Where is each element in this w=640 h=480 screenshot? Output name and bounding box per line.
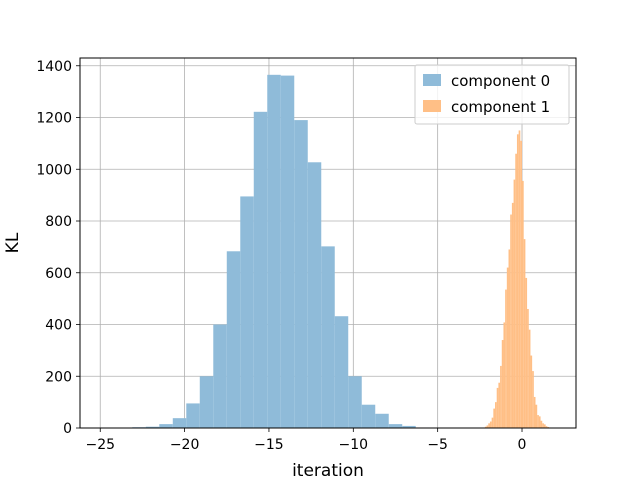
histogram-bar-component-1 (516, 134, 519, 428)
legend-swatch-component-1 (423, 100, 441, 112)
histogram-bar-component-1 (503, 322, 506, 428)
histogram-bar-component-1 (488, 423, 490, 428)
histogram-bars (132, 74, 553, 429)
y-tick-label: 1000 (36, 162, 72, 178)
histogram-bar-component-1 (540, 420, 543, 428)
axis-ticks: −25 −20 −15 −10 −5 0 0 200 400 600 800 1000 1200 1400 (36, 59, 526, 453)
histogram-bar-component-0 (213, 324, 227, 428)
histogram-bar-component-1 (518, 130, 521, 428)
histogram-bar-component-0 (348, 376, 362, 428)
histogram-bar-component-1 (506, 267, 509, 428)
legend-swatch-component-0 (423, 74, 441, 86)
plot-frame (79, 57, 577, 429)
histogram-bar-component-1 (535, 404, 538, 428)
histogram-bar-component-1 (500, 365, 502, 428)
histogram-bar-component-0 (145, 426, 160, 428)
x-tick-label: −20 (170, 437, 200, 453)
histogram-bar-component-1 (508, 249, 511, 428)
y-tick-label: 800 (45, 214, 72, 230)
histogram-bar-component-0 (186, 403, 200, 428)
histogram-bar-component-1 (486, 425, 489, 428)
histogram-bar-component-1 (545, 426, 548, 428)
histogram-bar-component-0 (240, 196, 254, 428)
histogram-bar-component-1 (527, 308, 529, 428)
legend-label-component-0: component 0 (451, 72, 550, 90)
x-tick-label: −5 (427, 437, 448, 453)
x-tick-label: −15 (254, 437, 284, 453)
histogram-bar-component-1 (542, 423, 544, 428)
histogram-bar-component-0 (361, 404, 376, 428)
y-axis-label: KL (3, 232, 23, 253)
histogram-bar-component-1 (528, 329, 531, 428)
histogram-bar-component-0 (307, 162, 322, 429)
histogram-bar-component-1 (525, 277, 528, 428)
histogram-bar-component-0 (294, 120, 308, 428)
histogram-bar-component-1 (533, 396, 536, 428)
x-axis-label: iteration (292, 461, 364, 480)
histogram-bar-component-1 (543, 424, 546, 428)
histogram-bar-component-1 (489, 421, 492, 428)
histogram-bar-component-1 (515, 153, 517, 429)
histogram-bar-component-1 (510, 214, 512, 428)
histogram-bar-component-1 (520, 140, 523, 429)
x-tick-label: −25 (85, 437, 115, 453)
legend-box (414, 64, 570, 125)
histogram-bar-component-0 (199, 376, 214, 428)
histogram-bar-component-1 (505, 289, 507, 428)
histogram-bar-component-0 (375, 413, 389, 428)
histogram-bar-component-1 (498, 382, 501, 428)
histogram-bar-component-1 (538, 416, 541, 428)
histogram-bar-component-1 (496, 387, 499, 428)
histogram-bar-component-1 (532, 371, 534, 428)
y-tick-label: 200 (45, 369, 72, 385)
histogram-bar-component-0 (253, 111, 268, 429)
histogram-bar-component-0 (280, 75, 295, 428)
histogram-bar-component-1 (547, 426, 550, 428)
y-tick-label: 0 (63, 421, 72, 437)
legend: component 0 component 1 (414, 64, 570, 125)
histogram-bar-component-1 (495, 402, 497, 428)
histogram-bar-component-1 (523, 239, 526, 428)
y-tick-label: 1400 (36, 59, 72, 75)
legend-label-component-1: component 1 (451, 98, 550, 116)
histogram-bar-component-0 (321, 246, 335, 428)
histogram-bar-component-0 (402, 425, 416, 428)
histogram-bar-component-1 (484, 426, 487, 428)
histogram-bar-component-1 (537, 415, 539, 428)
histogram-bar-component-0 (159, 424, 173, 428)
histogram-bar-component-0 (172, 418, 187, 428)
histogram-bar-component-1 (513, 179, 516, 428)
y-tick-label: 1200 (36, 111, 72, 127)
x-tick-label: 0 (518, 437, 527, 453)
histogram-bar-component-1 (511, 202, 514, 428)
histogram-bar-component-0 (388, 424, 403, 428)
histogram-bar-component-1 (491, 417, 494, 428)
x-tick-label: −10 (339, 437, 369, 453)
y-tick-label: 400 (45, 318, 72, 334)
histogram-bar-component-0 (334, 316, 349, 428)
histogram-bar-component-1 (493, 408, 496, 428)
histogram-bar-component-1 (501, 340, 504, 428)
histogram-bar-component-1 (522, 180, 524, 428)
histogram-bar-component-1 (530, 355, 533, 428)
histogram-bar-component-0 (226, 251, 241, 428)
y-tick-label: 600 (45, 266, 72, 282)
histogram-bar-component-0 (267, 74, 281, 429)
